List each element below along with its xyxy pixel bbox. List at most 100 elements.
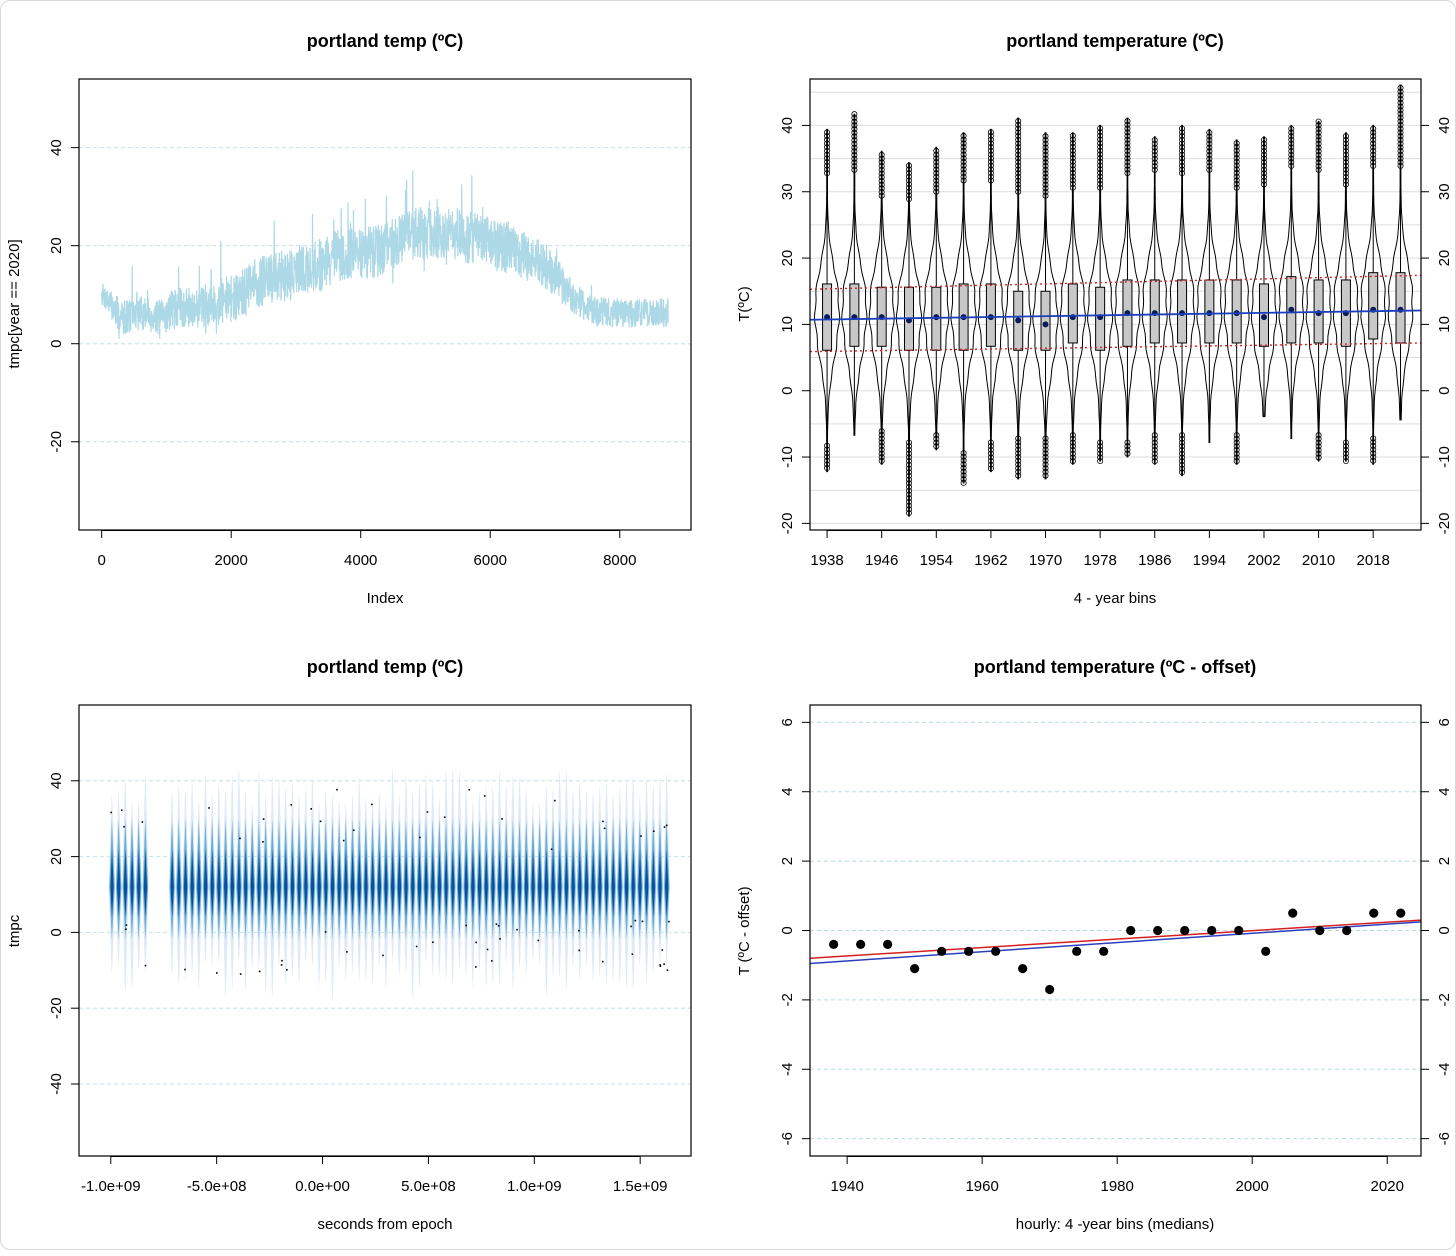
density-stripe [665,849,669,918]
outlier-point [1124,166,1131,173]
outlier-point [1151,443,1158,450]
outlier-point [878,151,885,158]
outlier-point [851,166,858,173]
data-point [578,949,581,952]
outlier-point [1069,162,1076,169]
outlier-point [987,170,994,177]
outlier-point [878,174,885,181]
data-point [631,953,634,956]
outlier-point [878,181,885,188]
density-stripe [137,849,141,918]
density-stripe [645,849,649,918]
outlier-point [1397,133,1404,140]
density-stripe [424,849,428,918]
outlier-point [960,453,967,460]
outlier-point [1042,450,1049,457]
density-stripe [310,849,315,918]
outlier-point [1397,125,1404,132]
outlier-point [905,480,912,487]
outlier-point [1069,181,1076,188]
median-point [1015,317,1022,324]
density-stripe [317,849,321,918]
outlier-point [905,476,912,483]
outlier-point [1370,136,1377,143]
outlier-point [1260,166,1267,173]
right-y-tick-label: 0 [1436,387,1453,395]
data-point [1207,925,1217,936]
density-stripe [237,849,241,918]
outlier-point [1260,162,1267,169]
data-point [310,808,312,810]
outlier-point [905,487,912,494]
data-point [342,839,345,842]
outlier-point [851,159,858,166]
y-axis-label: T(ºC) [736,286,753,321]
plot-frame [78,704,692,1157]
outlier-point [960,173,967,180]
x-tick-label: 4000 [344,552,377,569]
outlier-point [1179,469,1186,476]
outlier-point [1370,155,1377,162]
data-point [829,939,839,949]
outlier-point [1179,136,1186,143]
plot-frame [809,704,1422,1157]
outlier-point [905,506,912,513]
median-point [1288,306,1295,313]
data-point [371,803,373,806]
data-point [475,941,477,944]
outlier-point [987,177,994,184]
outlier-point [1042,192,1049,199]
outlier-point [878,450,885,457]
outlier-point [1206,163,1213,170]
density-stripe [197,849,201,918]
outlier-point [1179,447,1186,454]
outlier-point [851,122,858,129]
outlier-point [1397,144,1404,151]
data-point [1072,946,1082,956]
outlier-point [1315,118,1322,125]
outlier-point [1397,118,1404,125]
density-stripe [203,849,208,918]
outlier-point [1097,151,1104,158]
plot-area [810,908,1421,995]
outlier-point [1097,450,1104,457]
outlier-point [987,166,994,173]
outlier-point [1179,450,1186,457]
density-stripe [498,849,502,918]
outlier-point [1151,458,1158,465]
outlier-point [1315,454,1322,461]
outlier-point [960,464,967,471]
x-tick-label: 1994 [1193,552,1226,569]
violin [1223,139,1250,465]
outlier-point [1260,177,1267,184]
outlier-point [1342,166,1349,173]
outlier-point [905,443,912,450]
outlier-point [1015,166,1022,173]
outlier-point [878,439,885,446]
outlier-point [960,476,967,483]
outlier-point [905,192,912,199]
outlier-point [824,166,831,173]
outlier-point [1342,181,1349,188]
outlier-point [987,144,994,151]
x-tick-label: 1940 [830,1178,863,1195]
data-point [125,928,127,931]
outlier-point [1315,166,1322,173]
outlier-point [905,196,912,203]
x-tick-label: 2000 [1236,1178,1269,1195]
data-point [516,928,518,931]
outlier-point [1397,99,1404,106]
outlier-point [1288,151,1295,158]
outlier-point [1260,181,1267,188]
outlier-point [1179,155,1186,162]
outlier-point [1042,140,1049,147]
median-point [1042,321,1049,328]
violin [1250,136,1278,418]
grid-lines [810,721,1421,1140]
panel-density-chart: portland temp (ºC) seconds from epoch tm… [6,657,692,1233]
density-stripe [190,849,194,918]
x-tick-label: 6000 [474,552,507,569]
density-stripe [491,849,495,918]
outlier-point [824,133,831,140]
data-point [336,788,338,791]
